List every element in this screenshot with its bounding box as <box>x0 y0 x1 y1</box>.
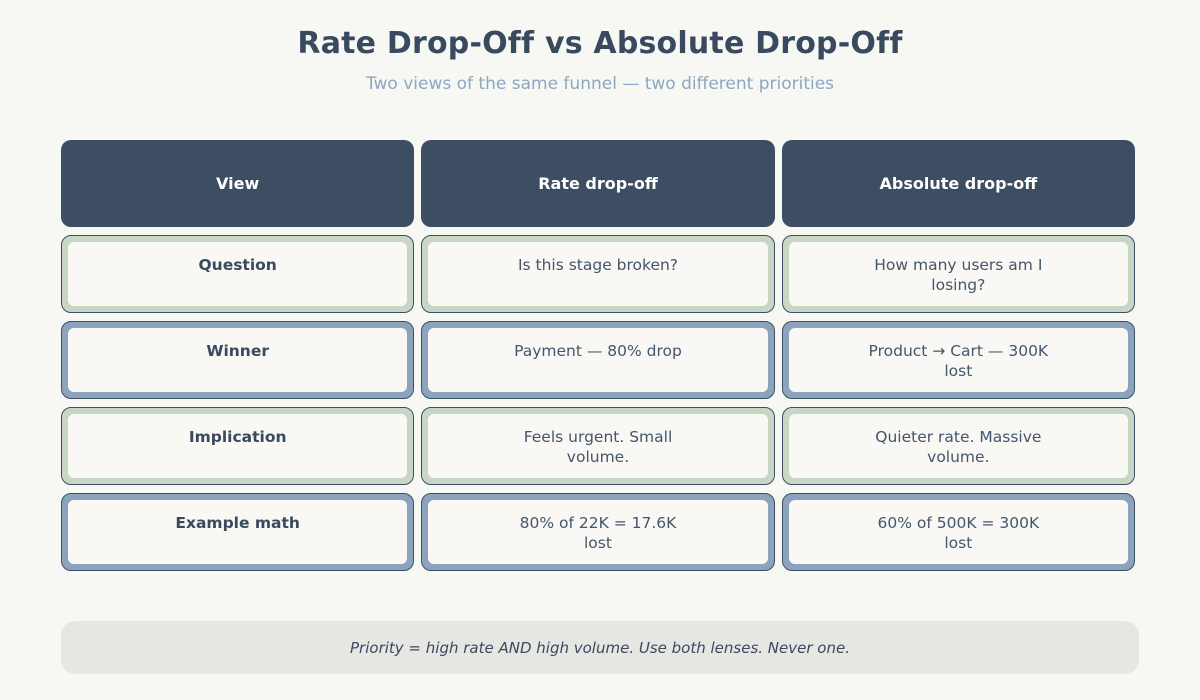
footer-note-box: Priority = high rate AND high volume. Us… <box>61 621 1139 674</box>
row-label: Implication <box>188 428 287 446</box>
page-title: Rate Drop-Off vs Absolute Drop-Off <box>297 26 903 61</box>
absolute-value: 60% of 500K = 300K lost <box>877 514 1040 552</box>
header-cell-absolute-drop-off: Absolute drop-off <box>781 140 1135 227</box>
row-label: Example math <box>175 514 300 532</box>
comparison-table: View Rate drop-off Absolute drop-off Que… <box>61 140 1135 571</box>
header-cell-view: View <box>61 140 415 227</box>
row-label: Winner <box>206 342 269 360</box>
rate-value: Feels urgent. Small volume. <box>523 428 673 466</box>
row-question-label-cell: Question <box>61 235 415 313</box>
row-example-math-absolute-cell: 60% of 500K = 300K lost <box>781 493 1135 571</box>
header-cell-rate-drop-off: Rate drop-off <box>421 140 775 227</box>
page-subtitle: Two views of the same funnel — two diffe… <box>365 74 835 94</box>
row-implication-rate-cell: Feels urgent. Small volume. <box>421 407 775 485</box>
footer-note: Priority = high rate AND high volume. Us… <box>350 638 850 657</box>
row-example-math-label-cell: Example math <box>61 493 415 571</box>
row-label: Question <box>198 256 277 274</box>
row-question-absolute-cell: How many users am I losing? <box>781 235 1135 313</box>
row-implication-absolute-cell: Quieter rate. Massive volume. <box>781 407 1135 485</box>
row-winner-rate-cell: Payment — 80% drop <box>421 321 775 399</box>
absolute-value: Quieter rate. Massive volume. <box>875 428 1042 466</box>
row-winner-label-cell: Winner <box>61 321 415 399</box>
rate-value: Is this stage broken? <box>517 256 679 274</box>
rate-value: 80% of 22K = 17.6K lost <box>519 514 677 552</box>
rate-value: Payment — 80% drop <box>514 342 682 360</box>
row-implication-label-cell: Implication <box>61 407 415 485</box>
absolute-value: How many users am I losing? <box>874 256 1043 294</box>
row-example-math-rate-cell: 80% of 22K = 17.6K lost <box>421 493 775 571</box>
row-question-rate-cell: Is this stage broken? <box>421 235 775 313</box>
absolute-value: Product → Cart — 300K lost <box>868 342 1049 380</box>
row-winner-absolute-cell: Product → Cart — 300K lost <box>781 321 1135 399</box>
